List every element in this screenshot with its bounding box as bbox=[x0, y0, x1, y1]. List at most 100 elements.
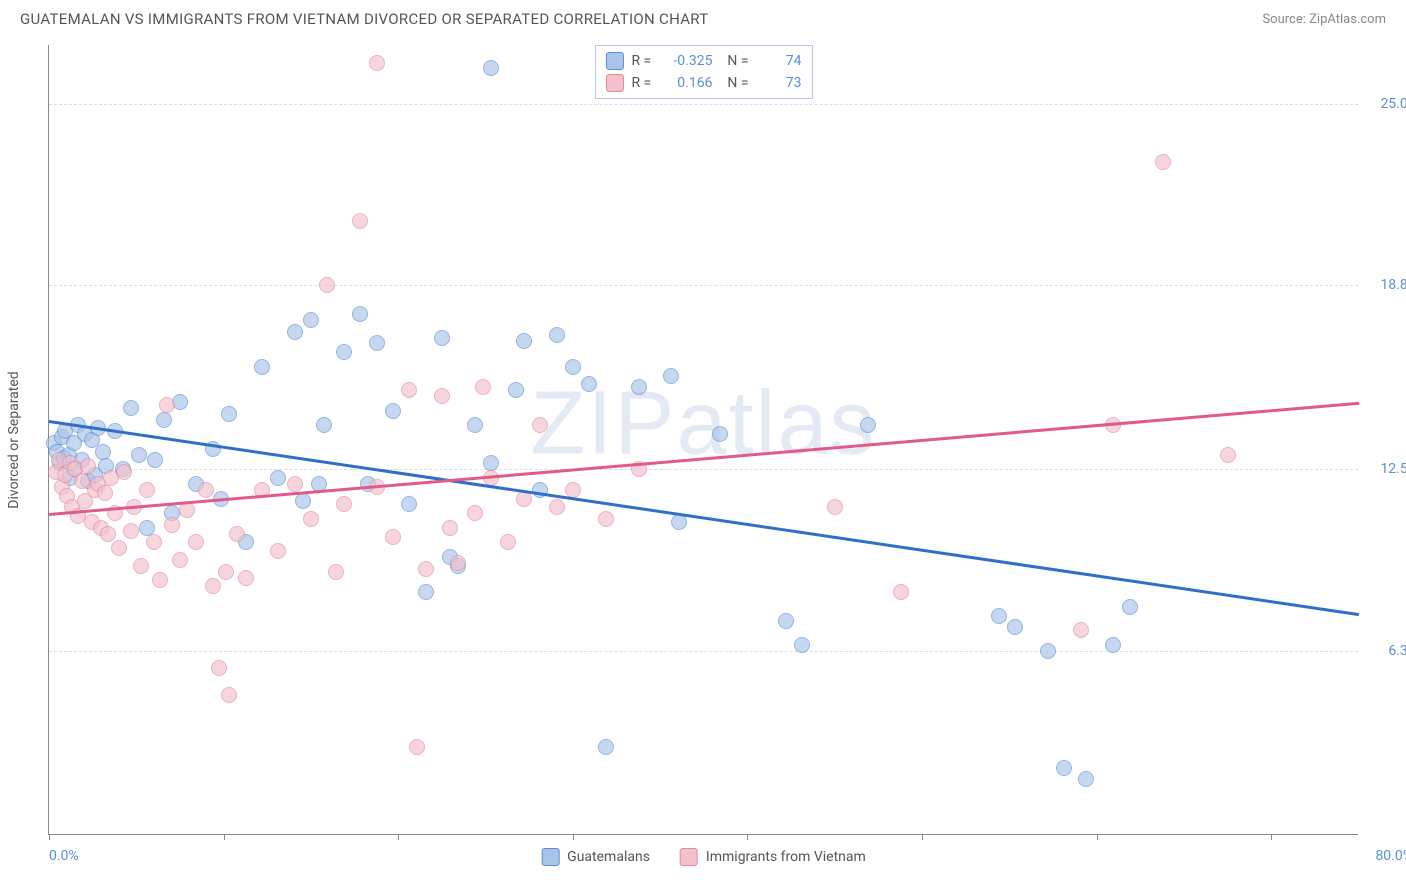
y-tick-label: 12.5% bbox=[1363, 461, 1406, 477]
data-point bbox=[133, 558, 149, 574]
data-point bbox=[549, 499, 565, 515]
legend-n-value: 74 bbox=[757, 53, 802, 69]
legend-row: R = 0.166 N = 73 bbox=[605, 72, 801, 94]
data-point bbox=[450, 555, 466, 571]
data-point bbox=[287, 476, 303, 492]
data-point bbox=[827, 499, 843, 515]
x-tick bbox=[1271, 834, 1272, 840]
legend-item: Immigrants from Vietnam bbox=[680, 848, 866, 866]
gridline bbox=[49, 285, 1358, 286]
data-point bbox=[1056, 760, 1072, 776]
data-point bbox=[860, 417, 876, 433]
data-point bbox=[198, 482, 214, 498]
data-point bbox=[1007, 619, 1023, 635]
data-point bbox=[328, 564, 344, 580]
legend-n-value: 73 bbox=[757, 75, 802, 91]
data-point bbox=[794, 637, 810, 653]
data-point bbox=[156, 412, 172, 428]
data-point bbox=[139, 482, 155, 498]
data-point bbox=[295, 493, 311, 509]
data-point bbox=[418, 584, 434, 600]
data-point bbox=[229, 526, 245, 542]
trend-line bbox=[49, 402, 1359, 516]
data-point bbox=[500, 534, 516, 550]
data-point bbox=[1073, 622, 1089, 638]
legend-n-label: N = bbox=[720, 75, 748, 91]
data-point bbox=[131, 447, 147, 463]
data-point bbox=[581, 376, 597, 392]
legend-swatch-pink bbox=[680, 848, 698, 866]
y-tick-label: 18.8% bbox=[1363, 277, 1406, 293]
x-tick bbox=[398, 834, 399, 840]
data-point bbox=[1122, 599, 1138, 615]
data-point bbox=[152, 572, 168, 588]
legend-series-label: Guatemalans bbox=[567, 849, 650, 865]
data-point bbox=[712, 426, 728, 442]
data-point bbox=[123, 523, 139, 539]
data-point bbox=[147, 452, 163, 468]
data-point bbox=[565, 482, 581, 498]
data-point bbox=[1155, 154, 1171, 170]
data-point bbox=[352, 213, 368, 229]
source-prefix: Source: bbox=[1262, 12, 1305, 27]
data-point bbox=[172, 552, 188, 568]
data-point bbox=[221, 687, 237, 703]
data-point bbox=[442, 520, 458, 536]
data-point bbox=[303, 511, 319, 527]
legend-swatch-blue bbox=[541, 848, 559, 866]
data-point bbox=[352, 306, 368, 322]
data-point bbox=[238, 570, 254, 586]
data-point bbox=[221, 406, 237, 422]
x-tick bbox=[573, 834, 574, 840]
y-tick-label: 6.3% bbox=[1363, 643, 1406, 659]
x-axis-min-label: 0.0% bbox=[49, 848, 79, 864]
legend-r-value: -0.325 bbox=[667, 53, 712, 69]
data-point bbox=[164, 517, 180, 533]
trend-line bbox=[49, 420, 1359, 616]
data-point bbox=[434, 388, 450, 404]
chart-header: GUATEMALAN VS IMMIGRANTS FROM VIETNAM DI… bbox=[20, 10, 1386, 28]
correlation-legend: R = -0.325 N = 74 R = 0.166 N = 73 bbox=[594, 45, 812, 99]
data-point bbox=[123, 400, 139, 416]
data-point bbox=[188, 534, 204, 550]
data-point bbox=[146, 534, 162, 550]
data-point bbox=[1220, 447, 1236, 463]
data-point bbox=[598, 511, 614, 527]
chart-title: GUATEMALAN VS IMMIGRANTS FROM VIETNAM DI… bbox=[20, 10, 709, 28]
source-link[interactable]: ZipAtlas.com bbox=[1309, 12, 1386, 27]
data-point bbox=[287, 324, 303, 340]
data-point bbox=[565, 359, 581, 375]
data-point bbox=[385, 403, 401, 419]
data-point bbox=[116, 464, 132, 480]
data-point bbox=[319, 277, 335, 293]
data-point bbox=[97, 485, 113, 501]
data-point bbox=[991, 608, 1007, 624]
data-point bbox=[467, 505, 483, 521]
data-point bbox=[467, 417, 483, 433]
data-point bbox=[179, 502, 195, 518]
data-point bbox=[205, 578, 221, 594]
data-point bbox=[385, 529, 401, 545]
data-point bbox=[663, 368, 679, 384]
data-point bbox=[316, 417, 332, 433]
data-point bbox=[270, 470, 286, 486]
gridline bbox=[49, 469, 1358, 470]
x-tick bbox=[747, 834, 748, 840]
data-point bbox=[336, 496, 352, 512]
legend-n-label: N = bbox=[720, 53, 748, 69]
y-axis-title: Divorced or Separated bbox=[6, 371, 22, 508]
data-point bbox=[211, 660, 227, 676]
data-point bbox=[598, 739, 614, 755]
data-point bbox=[631, 379, 647, 395]
data-point bbox=[778, 613, 794, 629]
x-tick bbox=[1097, 834, 1098, 840]
scatter-chart: ZIPatlas Divorced or Separated R = -0.32… bbox=[48, 45, 1358, 835]
legend-swatch-pink bbox=[605, 74, 623, 92]
data-point bbox=[401, 382, 417, 398]
data-point bbox=[159, 397, 175, 413]
data-point bbox=[95, 444, 111, 460]
data-point bbox=[483, 60, 499, 76]
data-point bbox=[1078, 771, 1094, 787]
gridline bbox=[49, 104, 1358, 105]
series-legend: Guatemalans Immigrants from Vietnam bbox=[541, 848, 866, 866]
